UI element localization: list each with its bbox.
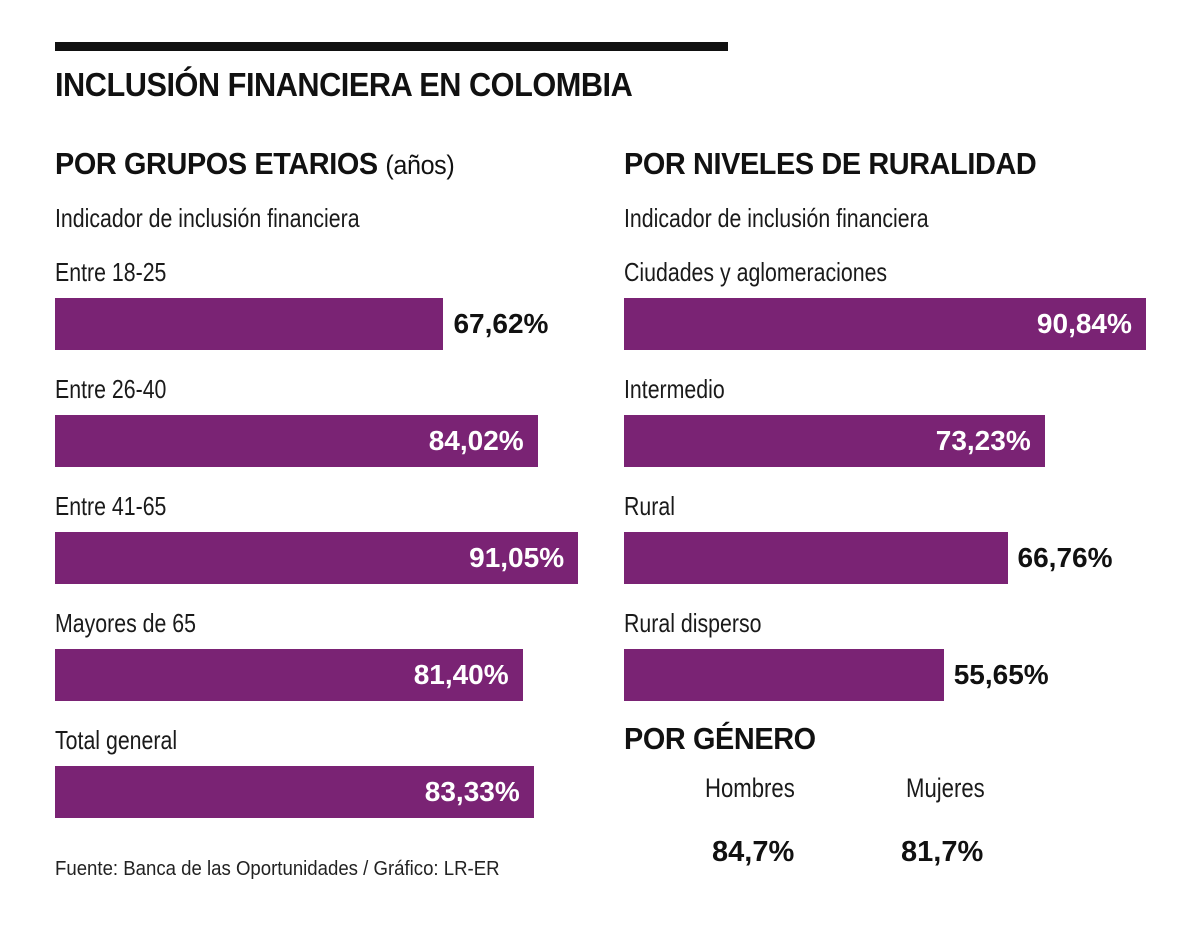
- rurality-category-label: Rural: [624, 491, 675, 521]
- age-category-label: Entre 41-65: [55, 491, 167, 521]
- age-category-label: Entre 26-40: [55, 374, 167, 404]
- gender-label-mujeres: Mujeres: [906, 773, 985, 803]
- rurality-value-label: 55,65%: [953, 659, 1049, 690]
- gender-value-hombres: 84,7%: [712, 836, 795, 868]
- age-bar: [55, 532, 579, 584]
- age-section-unit: (años): [385, 150, 455, 180]
- age-category-label: Total general: [55, 725, 178, 755]
- age-section-subtitle: Indicador de inclusión financiera: [55, 203, 360, 233]
- title-rule: [55, 42, 728, 51]
- age-category-label: Mayores de 65: [55, 608, 197, 638]
- age-value-label: 91,05%: [469, 542, 565, 573]
- infographic-title: INCLUSIÓN FINANCIERA EN COLOMBIA: [55, 66, 633, 103]
- rurality-section-title: POR NIVELES DE RURALIDAD: [624, 146, 1037, 181]
- rurality-bar: [624, 649, 944, 701]
- gender-value-mujeres: 81,7%: [901, 836, 984, 868]
- gender-label-hombres: Hombres: [705, 773, 795, 803]
- rurality-section-subtitle: Indicador de inclusión financiera: [624, 203, 929, 233]
- rurality-bar: [624, 298, 1146, 350]
- rurality-value-label: 66,76%: [1017, 542, 1113, 573]
- age-value-label: 84,02%: [428, 425, 524, 456]
- rurality-value-label: 73,23%: [935, 425, 1031, 456]
- source-note: Fuente: Banca de las Oportunidades / Grá…: [55, 858, 500, 880]
- rurality-category-label: Rural disperso: [624, 608, 762, 638]
- age-bar: [55, 766, 534, 818]
- age-bar: [55, 649, 523, 701]
- age-value-label: 67,62%: [453, 308, 549, 339]
- rurality-bar: [624, 532, 1008, 584]
- rurality-bar: [624, 415, 1045, 467]
- age-category-label: Entre 18-25: [55, 257, 167, 287]
- age-bar: [55, 415, 538, 467]
- age-section-title: POR GRUPOS ETARIOS (años): [55, 146, 455, 182]
- rurality-category-label: Intermedio: [624, 374, 725, 404]
- rurality-category-label: Ciudades y aglomeraciones: [624, 257, 888, 287]
- age-value-label: 81,40%: [413, 659, 509, 690]
- gender-section-title: POR GÉNERO: [624, 721, 816, 756]
- age-bar: [55, 298, 444, 350]
- rurality-value-label: 90,84%: [1036, 308, 1132, 339]
- age-section-title-text: POR GRUPOS ETARIOS: [55, 146, 378, 181]
- age-value-label: 83,33%: [424, 776, 520, 807]
